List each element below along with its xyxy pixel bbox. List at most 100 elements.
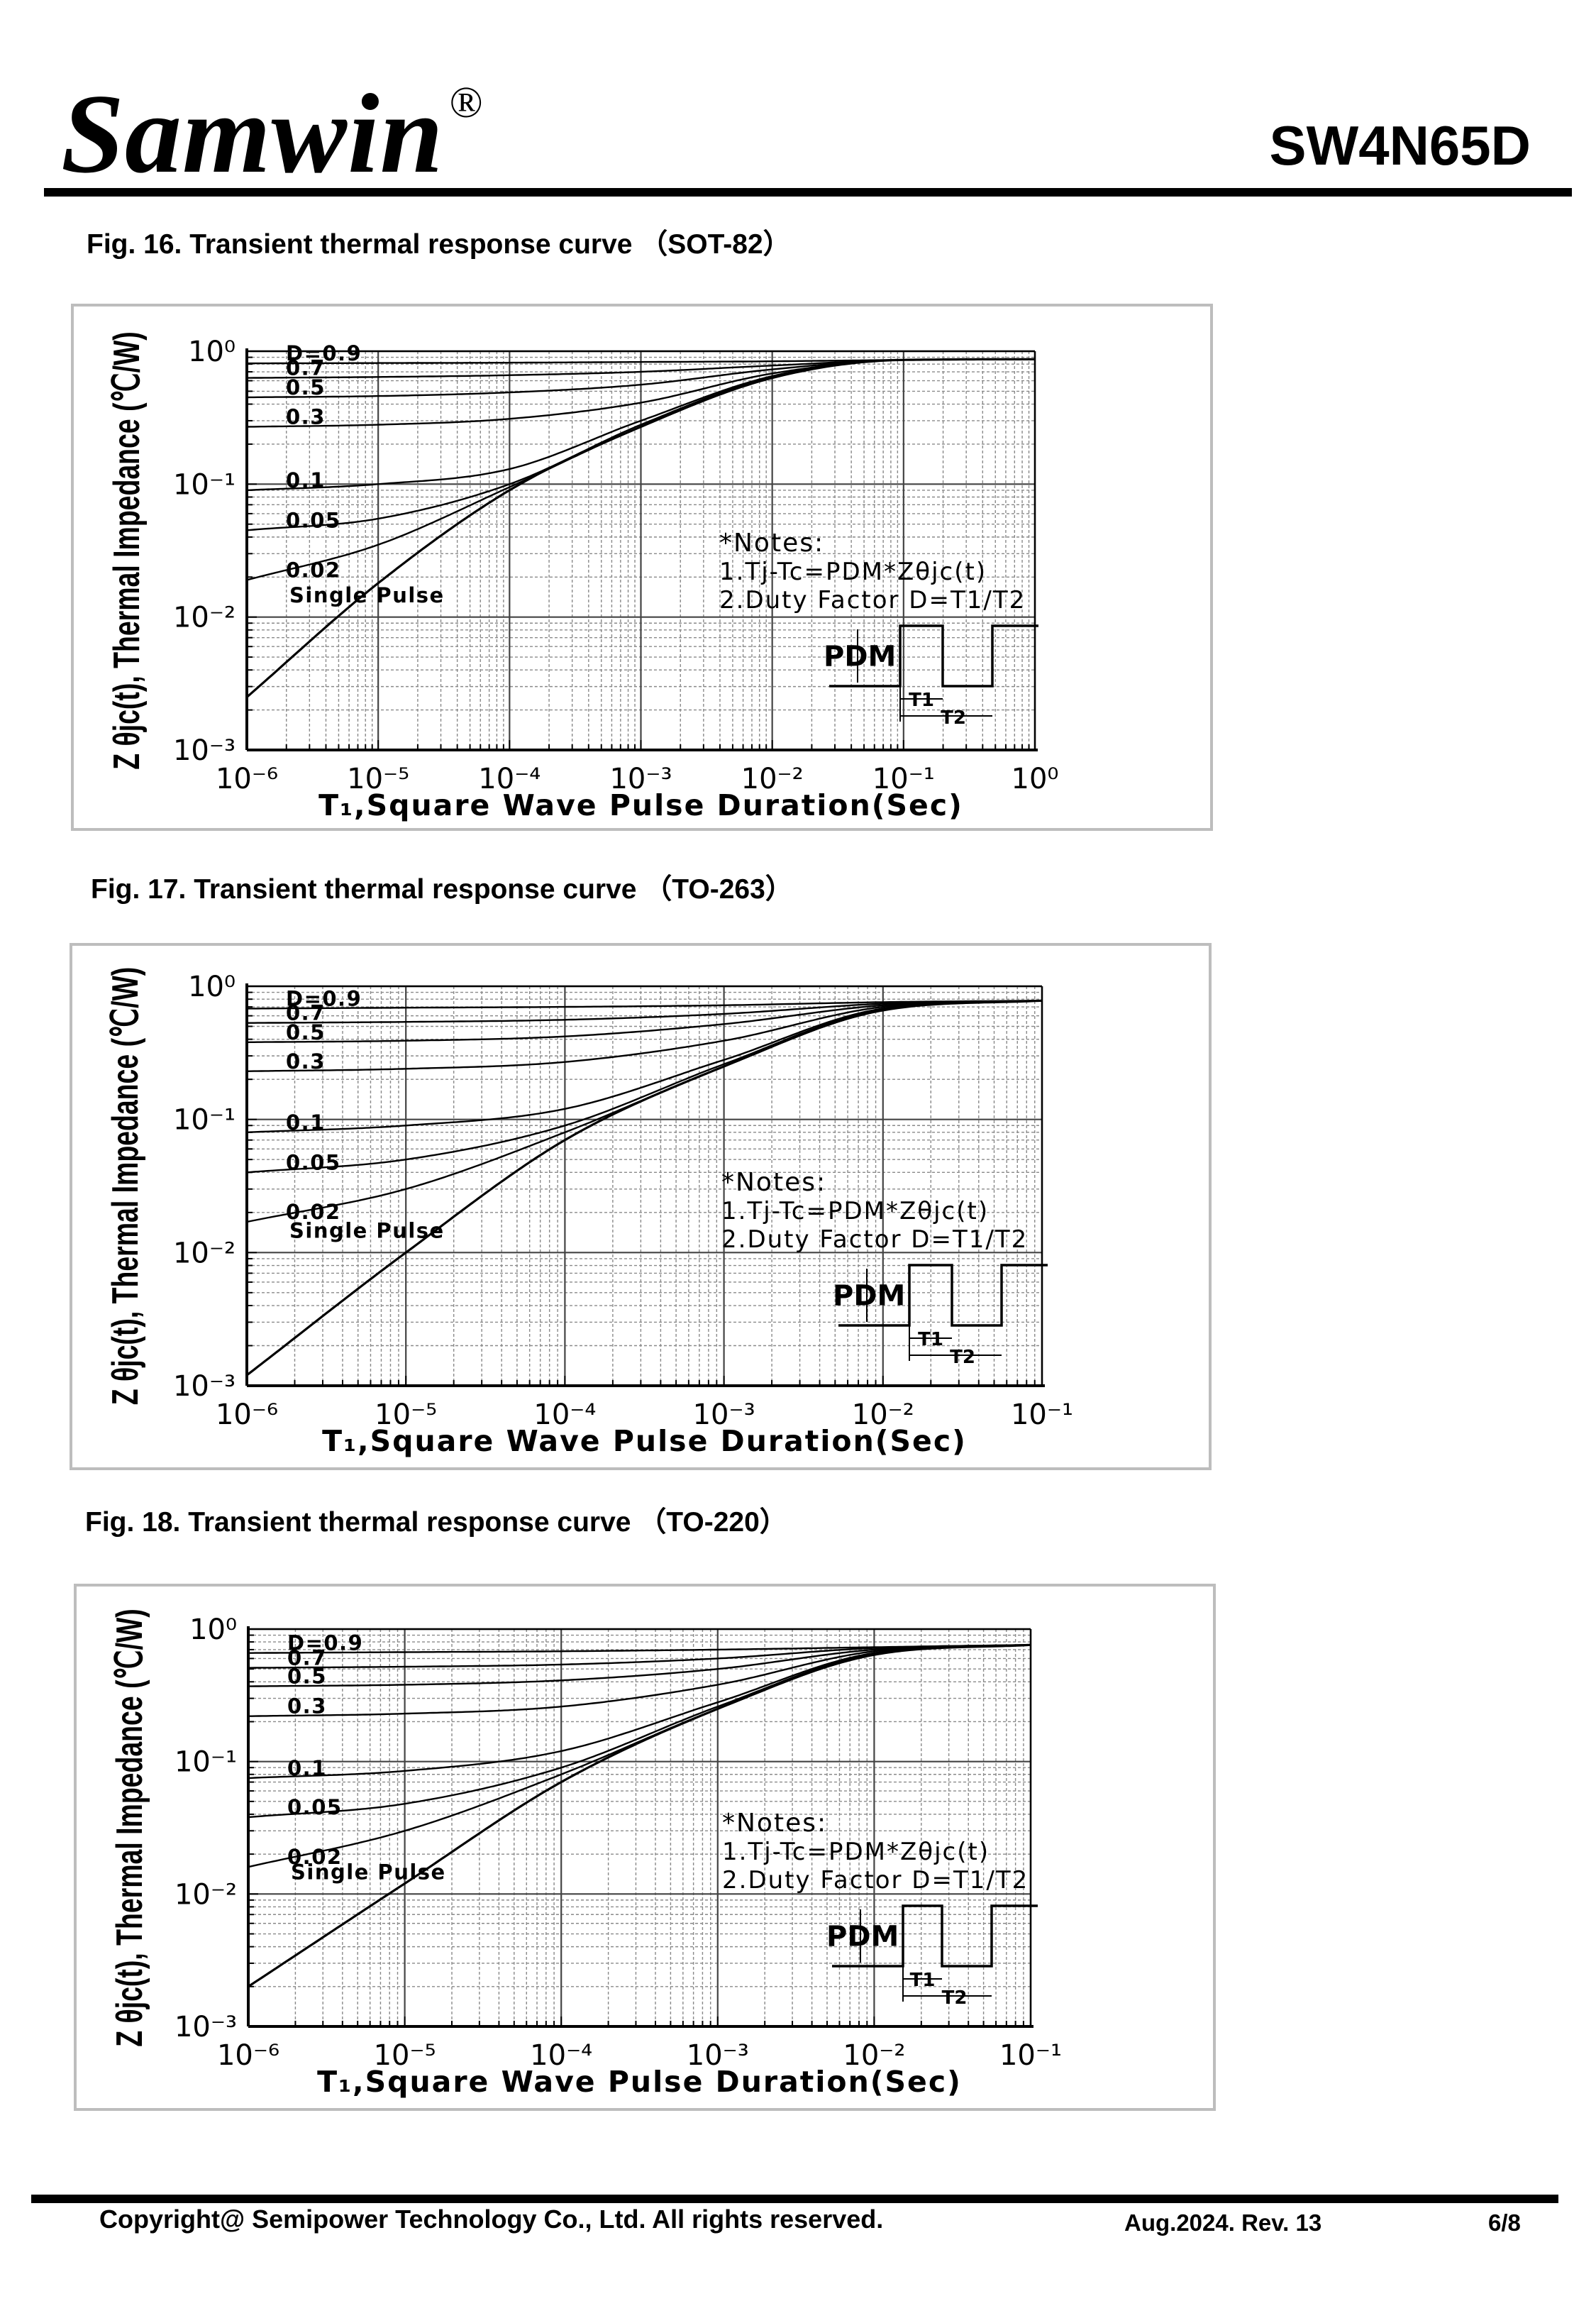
chart-1-label-4: 0.3 <box>286 405 326 429</box>
chart-1-x-axis-title: T₁,Square Wave Pulse Duration(Sec) <box>318 788 963 822</box>
chart-1-x-tick-label: 10⁻⁶ <box>216 763 278 795</box>
header-rule <box>44 188 1572 197</box>
chart-3-curves <box>248 1643 1031 1988</box>
chart-3-y-tick-label: 10⁻³ <box>174 2011 237 2043</box>
chart-3-x-tick-label: 10⁻¹ <box>999 2039 1062 2072</box>
chart-3-series-4 <box>248 1644 1031 1717</box>
chart-2-y-tick-label: 10⁻² <box>173 1237 235 1269</box>
figure-18-chart: 10⁻⁶ 10⁻⁵ 10⁻⁴ 10⁻³ 10⁻² 10⁻¹ 10⁻³ 10⁻² 10⁻¹ 10⁰ T… <box>109 1609 1062 2099</box>
chart-2-notes-line-2: 2.Duty Factor D=T1/T2 <box>721 1225 1028 1254</box>
chart-1-x-tick-label: 10⁻³ <box>609 763 672 795</box>
chart-1-x-tick-label: 10⁻² <box>741 763 804 795</box>
chart-2-y-axis-title: Z θjc(t), Thermal Impedance (℃/W) <box>104 967 146 1406</box>
figure-16-panel: 10⁻⁶ 10⁻⁵ 10⁻⁴ 10⁻³ 10⁻² 10⁻¹ 10⁰ 10⁻³ 10⁻² 10⁻¹ 1… <box>71 304 1213 831</box>
chart-2-label-8: Single Pulse <box>289 1218 445 1242</box>
chart-3-y-tick-label: 10⁰ <box>189 1613 237 1646</box>
chart-2-t2-label: T2 <box>950 1347 975 1368</box>
chart-3-y-tick-label: 10⁻² <box>174 1878 237 1911</box>
chart-3-series-7 <box>248 1644 1031 1868</box>
chart-1-curves <box>245 358 1036 698</box>
brand-name: Samwin <box>61 70 444 197</box>
chart-2-series-1 <box>247 1000 1042 1010</box>
chart-2-x-tick-label: 10⁻⁴ <box>533 1399 596 1431</box>
chart-1-label-2: 0.7 <box>286 356 326 380</box>
chart-1-y-axis-title: Z θjc(t), Thermal Impedance (℃/W) <box>106 331 148 770</box>
chart-1-label-6: 0.05 <box>286 508 341 532</box>
footer-copyright: Copyright@ Semipower Technology Co., Ltd… <box>99 2205 884 2234</box>
chart-2-notes-title: *Notes: <box>721 1168 826 1197</box>
chart-1-x-tick-label: 10⁻¹ <box>872 763 935 795</box>
chart-2-x-tick-label: 10⁻¹ <box>1011 1399 1073 1431</box>
chart-3-t1-label: T1 <box>910 1970 936 1991</box>
chart-3-notes-title: *Notes: <box>722 1809 827 1838</box>
figure-18-caption: Fig. 18. Transient thermal response curv… <box>85 1507 787 1538</box>
chart-2-curves <box>246 999 1043 1377</box>
chart-2-grid <box>245 985 1043 1387</box>
footer-page: 6/8 <box>1488 2210 1521 2236</box>
chart-3-pulse-waveform <box>832 1904 1038 1968</box>
chart-1-label-7: 0.02 <box>286 558 341 582</box>
chart-3-label-1: D=0.9 <box>287 1631 363 1655</box>
chart-2-x-tick-label: 10⁻⁶ <box>216 1399 278 1431</box>
chart-3-label-8: Single Pulse <box>291 1860 446 1885</box>
figure-16-chart: 10⁻⁶ 10⁻⁵ 10⁻⁴ 10⁻³ 10⁻² 10⁻¹ 10⁰ 10⁻³ 10⁻² 10⁻¹ 1… <box>106 331 1059 822</box>
chart-2-series-2 <box>247 1000 1042 1024</box>
chart-3-series-6 <box>248 1644 1031 1819</box>
chart-2-label-7: 0.02 <box>286 1200 341 1224</box>
chart-1-t2-label: T2 <box>941 707 966 729</box>
chart-3-grid <box>247 1628 1032 2028</box>
chart-3-series-8 <box>248 1643 1031 1988</box>
chart-3-label-3: 0.5 <box>287 1665 327 1689</box>
chart-3-x-tick-label: 10⁻⁴ <box>530 2039 592 2072</box>
chart-1-x-tick-label: 10⁻⁴ <box>478 763 541 795</box>
chart-2-label-4: 0.3 <box>286 1049 326 1074</box>
chart-3-t2-label: T2 <box>942 1987 968 2009</box>
chart-1-pulse-waveform <box>829 624 1038 688</box>
chart-2-series-8 <box>246 999 1043 1377</box>
footer-rule <box>31 2195 1558 2203</box>
chart-1-label-3: 0.5 <box>286 375 326 399</box>
chart-3-series-2 <box>248 1644 1031 1669</box>
figure-18-panel: 10⁻⁶ 10⁻⁵ 10⁻⁴ 10⁻³ 10⁻² 10⁻¹ 10⁻³ 10⁻² 10⁻¹ 10⁰ T… <box>74 1584 1216 2111</box>
chart-1-label-8: Single Pulse <box>289 583 445 607</box>
chart-2-pdm-label: PDM <box>833 1280 905 1313</box>
chart-1-t1-label: T1 <box>909 690 934 711</box>
chart-3-x-tick-label: 10⁻² <box>843 2039 905 2072</box>
chart-1-notes-title: *Notes: <box>719 529 824 558</box>
chart-3-x-tick-label: 10⁻⁵ <box>374 2039 436 2072</box>
chart-3-label-6: 0.05 <box>287 1795 343 1819</box>
chart-1-notes-line-1: 1.Tj-Tc=PDM*Zθjc(t) <box>719 558 987 586</box>
chart-2-x-axis-title: T₁,Square Wave Pulse Duration(Sec) <box>322 1424 967 1458</box>
chart-3-x-tick-label: 10⁻³ <box>687 2039 749 2072</box>
chart-2-label-6: 0.05 <box>286 1150 341 1174</box>
chart-1-x-tick-label: 10⁻⁵ <box>347 763 409 795</box>
chart-2-x-tick-label: 10⁻² <box>852 1399 914 1431</box>
chart-2-notes-line-1: 1.Tj-Tc=PDM*Zθjc(t) <box>721 1197 989 1225</box>
chart-2-label-1: D=0.9 <box>286 986 362 1010</box>
chart-3-label-2: 0.7 <box>287 1646 327 1670</box>
brand-logo: Samwin ® <box>61 77 484 190</box>
chart-3-pdm-label: PDM <box>826 1921 899 1953</box>
chart-2-pulse-waveform <box>838 1264 1048 1327</box>
chart-3-label-7: 0.02 <box>287 1845 343 1869</box>
chart-2-t1-label: T1 <box>918 1329 943 1350</box>
chart-2-x-tick-label: 10⁻⁵ <box>375 1399 437 1431</box>
chart-2-label-5: 0.1 <box>286 1110 326 1135</box>
chart-1-grid <box>245 350 1036 751</box>
chart-1-y-tick-label: 10⁻³ <box>173 734 235 767</box>
figure-17-panel: 10⁻⁶ 10⁻⁵ 10⁻⁴ 10⁻³ 10⁻² 10⁻¹ 10⁻³ 10⁻² 10⁻¹ 10⁰ T… <box>70 943 1212 1470</box>
chart-2-label-2: 0.7 <box>286 1001 326 1025</box>
chart-2-y-tick-label: 10⁻¹ <box>173 1104 235 1137</box>
footer-date-rev: Aug.2024. Rev. 13 <box>1124 2210 1322 2236</box>
figure-17-chart: 10⁻⁶ 10⁻⁵ 10⁻⁴ 10⁻³ 10⁻² 10⁻¹ 10⁻³ 10⁻² 10⁻¹ 10⁰ T… <box>104 967 1073 1458</box>
chart-1-y-tick-label: 10⁻¹ <box>173 468 235 501</box>
chart-3-x-axis-title: T₁,Square Wave Pulse Duration(Sec) <box>317 2065 962 2099</box>
chart-1-notes-line-2: 2.Duty Factor D=T1/T2 <box>719 586 1026 614</box>
registered-mark: ® <box>449 79 484 127</box>
chart-3-y-axis-title: Z θjc(t), Thermal Impedance (℃/W) <box>109 1609 150 2047</box>
chart-1-pdm-label: PDM <box>824 641 896 673</box>
chart-1-y-tick-label: 10⁻² <box>173 602 235 634</box>
chart-1-x-tick-label: 10⁰ <box>1012 763 1059 795</box>
chart-2-series-4 <box>246 1000 1043 1072</box>
chart-3-y-tick-label: 10⁻¹ <box>174 1746 237 1779</box>
